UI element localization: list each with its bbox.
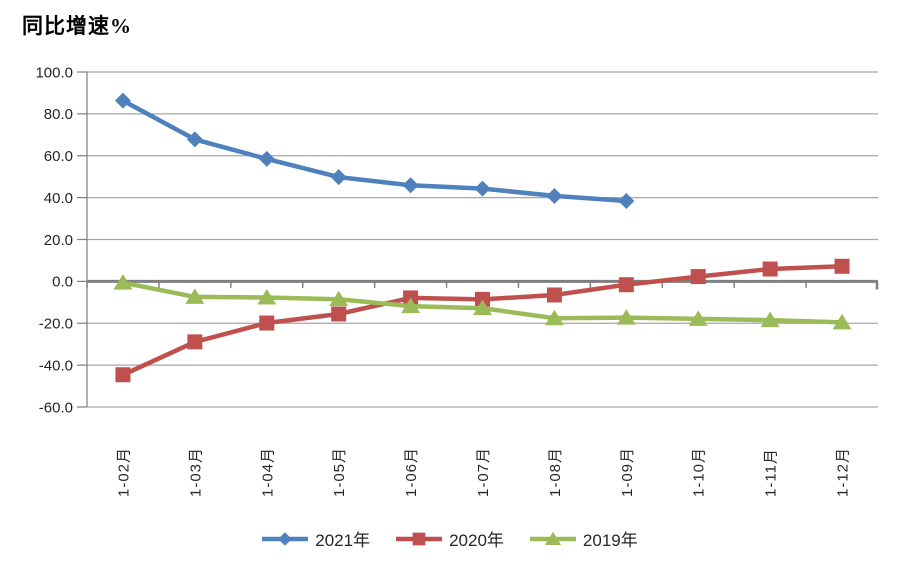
svg-text:1-04月: 1-04月 [259, 447, 276, 497]
svg-text:-40.0: -40.0 [39, 357, 73, 374]
svg-text:1-03月: 1-03月 [187, 447, 204, 497]
diamond-marker-icon [262, 531, 309, 546]
svg-text:1-09月: 1-09月 [619, 447, 636, 497]
svg-text:1-06月: 1-06月 [403, 447, 420, 497]
legend-item-2021: 2021年 [262, 526, 370, 551]
svg-text:-20.0: -20.0 [39, 316, 73, 333]
svg-text:80.0: 80.0 [44, 106, 73, 123]
chart-legend: 2021年 2020年 2019年 [0, 526, 900, 551]
chart-title: 同比增速% [22, 14, 132, 38]
legend-label: 2021年 [315, 531, 371, 550]
svg-text:20.0: 20.0 [44, 232, 73, 249]
legend-label: 2020年 [449, 531, 504, 550]
square-marker-icon [396, 532, 443, 545]
svg-text:40.0: 40.0 [44, 190, 73, 207]
legend-label: 2019年 [582, 531, 638, 550]
svg-text:60.0: 60.0 [44, 148, 73, 165]
svg-text:1-10月: 1-10月 [691, 447, 708, 497]
svg-text:1-07月: 1-07月 [475, 447, 492, 497]
svg-text:-60.0: -60.0 [39, 399, 73, 416]
svg-text:1-11月: 1-11月 [763, 448, 780, 497]
legend-item-2019: 2019年 [529, 526, 638, 551]
svg-text:100.0: 100.0 [35, 64, 73, 81]
triangle-marker-icon [529, 531, 576, 545]
svg-text:0.0: 0.0 [52, 274, 73, 291]
svg-text:1-08月: 1-08月 [547, 447, 564, 497]
svg-text:1-12月: 1-12月 [835, 447, 852, 497]
svg-text:1-05月: 1-05月 [331, 447, 348, 497]
legend-item-2020: 2020年 [396, 526, 504, 551]
svg-text:1-02月: 1-02月 [115, 447, 132, 497]
